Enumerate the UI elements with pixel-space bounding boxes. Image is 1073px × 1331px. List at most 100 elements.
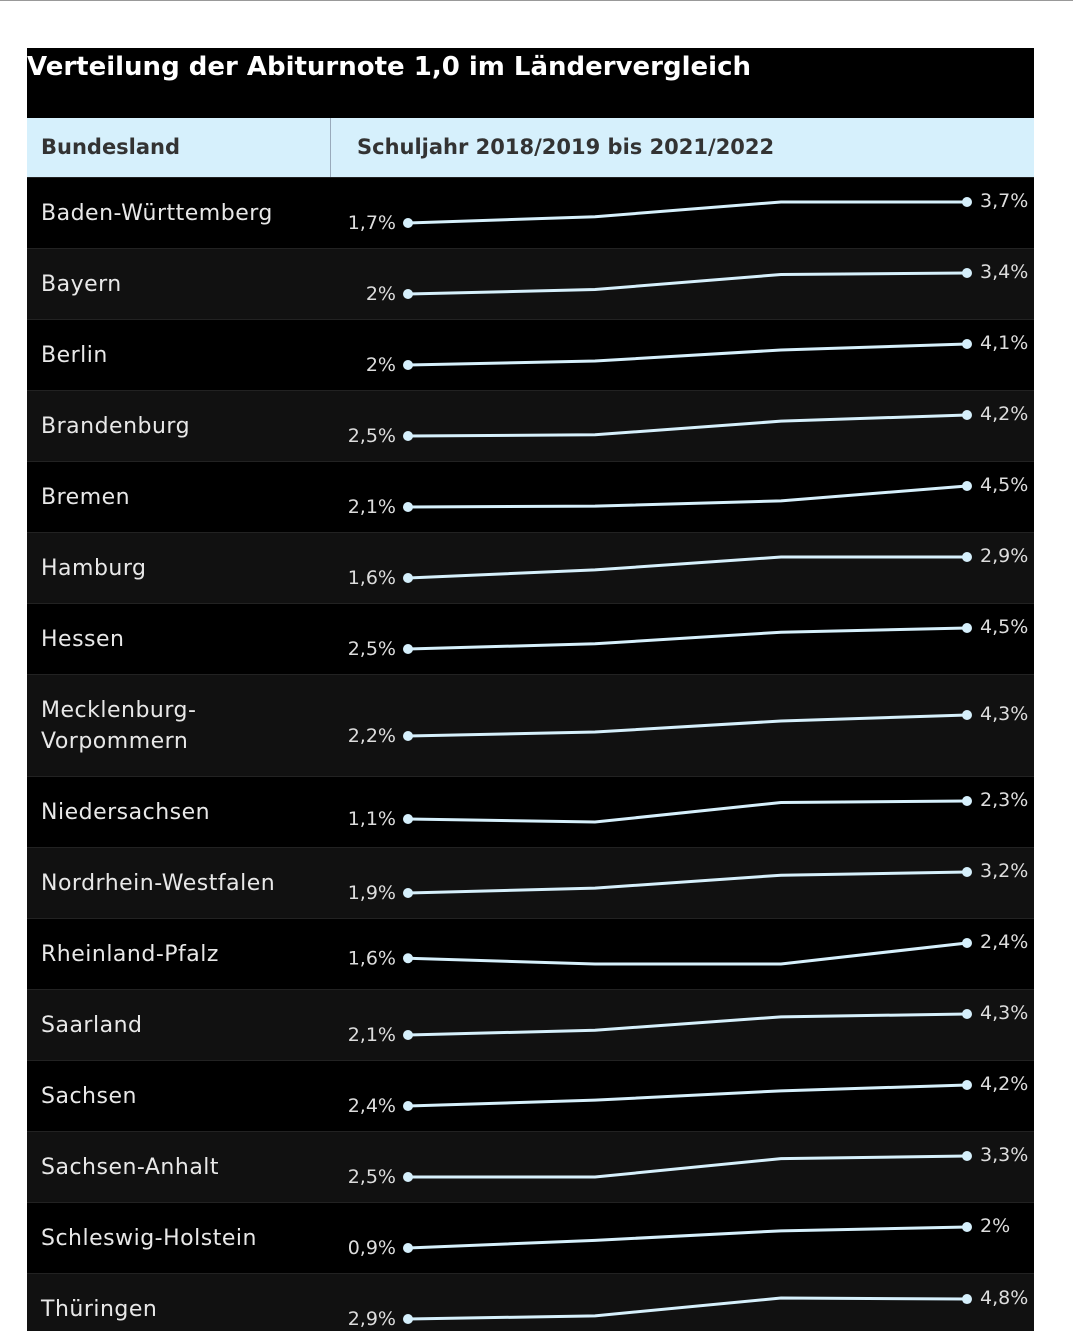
value-label: 2% bbox=[366, 354, 396, 376]
sparkline-point bbox=[962, 1080, 972, 1090]
value-label: 3,3% bbox=[980, 1144, 1028, 1166]
value-label: 2,9% bbox=[348, 1308, 396, 1330]
value-label: 2,5% bbox=[348, 425, 396, 447]
sparkline-point bbox=[403, 888, 413, 898]
value-label: 2% bbox=[980, 1215, 1010, 1237]
sparkline: 1,7% 3,7% bbox=[348, 190, 1029, 234]
sparkline-line bbox=[407, 1012, 968, 1037]
sparkline: 2,5% 3,3% bbox=[348, 1144, 1029, 1188]
value-label: 2,9% bbox=[980, 545, 1028, 567]
sparkline-point bbox=[403, 1172, 413, 1182]
sparkline: 2,1% 4,3% bbox=[348, 1002, 1029, 1046]
value-label: 1,9% bbox=[348, 882, 396, 904]
sparkline-point bbox=[403, 360, 413, 370]
sparkline-line bbox=[408, 1154, 968, 1179]
sparkline-point bbox=[962, 1151, 972, 1161]
value-label: 3,4% bbox=[980, 261, 1028, 283]
sparkline: 2,4% 4,2% bbox=[348, 1073, 1029, 1117]
table-row: Sachsen-Anhalt 2,5% 3,3% bbox=[27, 1131, 1034, 1202]
state-name: Bayern bbox=[41, 272, 122, 297]
value-label: 0,9% bbox=[348, 1237, 396, 1259]
value-label: 3,2% bbox=[980, 860, 1028, 882]
state-name: Rheinland-Pfalz bbox=[41, 942, 219, 967]
table-row: Berlin 2% 4,1% bbox=[27, 319, 1034, 390]
sparkline: 2% 4,1% bbox=[366, 332, 1028, 376]
table-row: Bremen 2,1% 4,5% bbox=[27, 461, 1034, 532]
sparkline-point bbox=[962, 339, 972, 349]
sparkline-line bbox=[407, 713, 968, 737]
value-label: 2,4% bbox=[348, 1095, 396, 1117]
sparkline-point bbox=[962, 552, 972, 562]
sparkline-point bbox=[962, 1222, 972, 1232]
table: Verteilung der Abiturnote 1,0 im Länderv… bbox=[27, 48, 1034, 1331]
sparkline-point bbox=[403, 289, 413, 299]
value-label: 3,7% bbox=[980, 190, 1028, 212]
value-label: 1,6% bbox=[348, 947, 396, 969]
state-name: Niedersachsen bbox=[41, 800, 211, 825]
header-cell: Schuljahr 2018/2019 bis 2021/2022 bbox=[357, 135, 775, 159]
value-label: 1,6% bbox=[348, 567, 396, 589]
state-name: Hamburg bbox=[41, 556, 147, 581]
sparkline: 2,5% 4,2% bbox=[348, 403, 1029, 447]
sparkline-point bbox=[962, 481, 972, 491]
sparkline-point bbox=[962, 867, 972, 877]
table-row: Nordrhein-Westfalen 1,9% 3,2% bbox=[27, 847, 1034, 918]
sparkline-line bbox=[407, 342, 968, 367]
state-name: Baden-Württemberg bbox=[41, 201, 273, 226]
sparkline-point bbox=[403, 502, 413, 512]
table-row: Brandenburg 2,5% 4,2% bbox=[27, 390, 1034, 461]
table-row: Niedersachsen 1,1% 2,3% bbox=[27, 776, 1034, 847]
sparkline-line bbox=[407, 555, 967, 580]
value-label: 4,3% bbox=[980, 1002, 1028, 1024]
state-name: Bremen bbox=[41, 485, 131, 510]
sparkline-line bbox=[407, 941, 968, 966]
sparkline-point bbox=[403, 1314, 413, 1324]
sparkline: 2,5% 4,5% bbox=[348, 616, 1029, 660]
sparkline-point bbox=[962, 938, 972, 948]
value-label: 2,1% bbox=[348, 1024, 396, 1046]
sparkline-point bbox=[962, 1294, 972, 1305]
value-label: 4,3% bbox=[980, 703, 1028, 725]
sparkline: 0,9% 2% bbox=[348, 1215, 1010, 1259]
state-name: Sachsen bbox=[41, 1084, 137, 1109]
sparkline-point bbox=[962, 410, 972, 420]
table-row: Bayern 2% 3,4% bbox=[27, 248, 1034, 319]
sparkline-line bbox=[407, 626, 968, 651]
state-name: Schleswig-Holstein bbox=[41, 1226, 257, 1251]
sparkline-point bbox=[403, 644, 413, 654]
sparkline-point bbox=[403, 1243, 413, 1253]
sparkline: 1,9% 3,2% bbox=[348, 860, 1029, 904]
value-label: 2,1% bbox=[348, 496, 396, 518]
value-label: 2,5% bbox=[348, 1166, 396, 1188]
sparkline-line bbox=[407, 870, 968, 895]
sparkline: 2,2% 4,3% bbox=[348, 703, 1029, 747]
sparkline: 2% 3,4% bbox=[366, 261, 1028, 305]
state-name: Brandenburg bbox=[41, 414, 191, 439]
table-row: Rheinland-Pfalz 1,6% 2,4% bbox=[27, 918, 1034, 989]
sparkline-point bbox=[962, 1009, 972, 1019]
table-header: Bundesland Schuljahr 2018/2019 bis 2021/… bbox=[27, 118, 1034, 177]
value-label: 4,2% bbox=[980, 1073, 1028, 1095]
sparkline-point bbox=[962, 709, 972, 720]
sparkline-point bbox=[962, 268, 972, 278]
sparkline-line bbox=[407, 799, 968, 824]
value-label: 4,2% bbox=[980, 403, 1028, 425]
sparkline-point bbox=[962, 796, 972, 806]
value-label: 2,3% bbox=[980, 789, 1028, 811]
sparkline: 2,1% 4,5% bbox=[348, 474, 1029, 518]
sparkline-line bbox=[407, 1083, 968, 1108]
value-label: 2% bbox=[366, 283, 396, 305]
value-label: 4,8% bbox=[980, 1287, 1028, 1309]
table-title: Verteilung der Abiturnote 1,0 im Länderv… bbox=[27, 52, 751, 82]
sparkline-line bbox=[407, 271, 968, 296]
table-row: Mecklenburg-Vorpommern 2,2% 4,3% bbox=[27, 674, 1034, 776]
state-name: Sachsen-Anhalt bbox=[41, 1155, 220, 1180]
value-label: 4,5% bbox=[980, 616, 1028, 638]
value-label: 2,4% bbox=[980, 931, 1028, 953]
sparkline-point bbox=[403, 730, 413, 741]
sparkline: 1,6% 2,4% bbox=[348, 931, 1029, 969]
table-row: Baden-Württemberg 1,7% 3,7% bbox=[27, 177, 1034, 248]
value-label: 2,5% bbox=[348, 638, 396, 660]
state-name: Hessen bbox=[41, 627, 125, 652]
